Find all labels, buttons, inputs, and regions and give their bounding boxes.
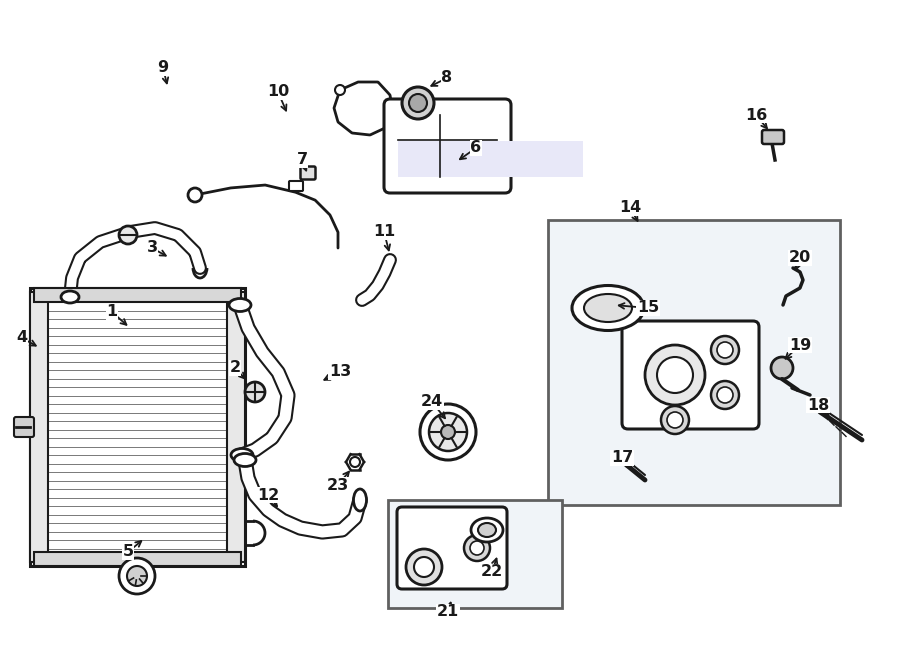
Ellipse shape — [478, 523, 496, 537]
Text: 23: 23 — [327, 477, 349, 492]
Text: 5: 5 — [122, 545, 133, 559]
Circle shape — [441, 425, 455, 439]
Circle shape — [420, 404, 476, 460]
Circle shape — [414, 557, 434, 577]
Text: 15: 15 — [637, 301, 659, 315]
Bar — [30, 292, 48, 562]
Circle shape — [717, 387, 733, 403]
Text: 19: 19 — [789, 338, 811, 352]
Circle shape — [645, 345, 705, 405]
Text: 10: 10 — [267, 85, 289, 100]
Ellipse shape — [229, 299, 251, 311]
Bar — [34, 288, 241, 302]
Text: 14: 14 — [619, 200, 641, 215]
Bar — [548, 220, 840, 505]
Circle shape — [470, 541, 484, 555]
Ellipse shape — [584, 294, 632, 322]
Circle shape — [464, 535, 490, 561]
Circle shape — [402, 87, 434, 119]
FancyBboxPatch shape — [622, 321, 759, 429]
Circle shape — [717, 342, 733, 358]
Circle shape — [771, 357, 793, 379]
Circle shape — [429, 413, 467, 451]
Ellipse shape — [61, 291, 79, 303]
Text: 24: 24 — [421, 395, 443, 410]
Circle shape — [711, 381, 739, 409]
Ellipse shape — [231, 449, 253, 461]
Ellipse shape — [471, 518, 503, 542]
FancyBboxPatch shape — [289, 181, 303, 191]
Text: 8: 8 — [441, 71, 453, 85]
Bar — [227, 292, 245, 562]
Circle shape — [335, 85, 345, 95]
Circle shape — [127, 566, 147, 586]
Circle shape — [245, 382, 265, 402]
FancyBboxPatch shape — [384, 99, 511, 193]
Circle shape — [661, 406, 689, 434]
Text: 21: 21 — [436, 605, 459, 619]
Ellipse shape — [354, 489, 366, 511]
Text: 1: 1 — [106, 305, 118, 319]
Text: 2: 2 — [230, 360, 240, 375]
Text: 16: 16 — [745, 108, 767, 122]
Text: 3: 3 — [147, 241, 158, 256]
Circle shape — [188, 188, 202, 202]
FancyBboxPatch shape — [397, 507, 507, 589]
Ellipse shape — [234, 453, 256, 467]
Bar — [398, 141, 583, 177]
Circle shape — [406, 549, 442, 585]
FancyBboxPatch shape — [762, 130, 784, 144]
Ellipse shape — [572, 286, 644, 330]
Circle shape — [350, 457, 360, 467]
Circle shape — [711, 336, 739, 364]
Text: 17: 17 — [611, 451, 633, 465]
Text: 4: 4 — [16, 330, 28, 346]
Bar — [34, 552, 241, 566]
Circle shape — [409, 94, 427, 112]
Bar — [388, 500, 562, 608]
Text: 9: 9 — [158, 61, 168, 75]
Text: 20: 20 — [789, 251, 811, 266]
Text: 22: 22 — [481, 564, 503, 580]
Text: 7: 7 — [296, 153, 308, 167]
Text: 13: 13 — [328, 364, 351, 379]
FancyBboxPatch shape — [301, 167, 316, 180]
Circle shape — [613, 453, 623, 463]
Circle shape — [657, 357, 693, 393]
Text: 11: 11 — [373, 225, 395, 239]
FancyBboxPatch shape — [14, 417, 34, 437]
Circle shape — [119, 226, 137, 244]
Text: 12: 12 — [256, 488, 279, 502]
Circle shape — [667, 412, 683, 428]
Text: 6: 6 — [471, 141, 482, 155]
Circle shape — [119, 558, 155, 594]
Text: 18: 18 — [807, 397, 829, 412]
Bar — [30, 288, 245, 566]
